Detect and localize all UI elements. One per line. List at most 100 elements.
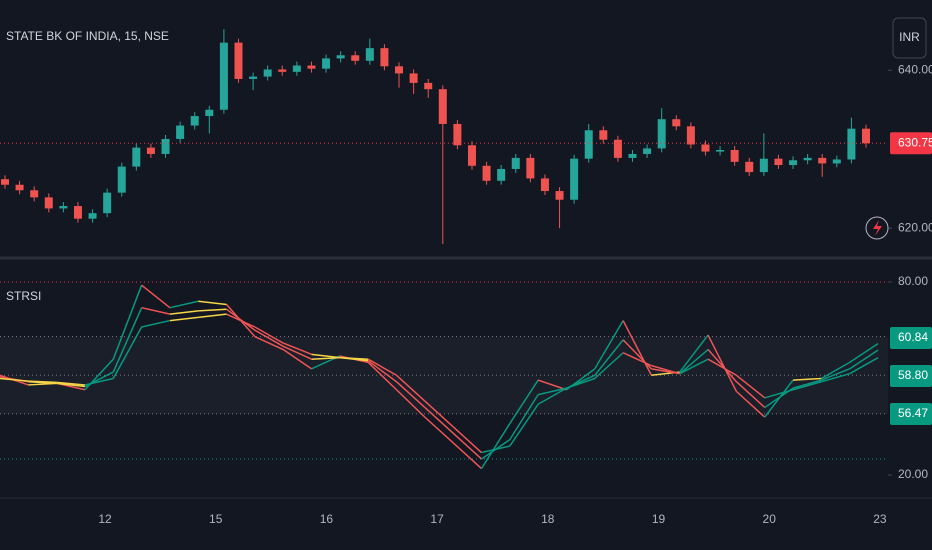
candle-body (146, 147, 155, 154)
rsi-segment (480, 423, 511, 470)
rsi-segment (282, 342, 312, 356)
candle-body (686, 126, 695, 145)
candle-body (832, 159, 841, 164)
currency-label[interactable]: INR (899, 30, 920, 44)
candle-body (132, 147, 141, 167)
value-box (890, 365, 932, 387)
rsi-segment (141, 284, 171, 309)
rsi-segment (395, 389, 426, 418)
candle-body (103, 192, 112, 214)
rsi-segment (424, 416, 454, 444)
rsi-segment (622, 320, 653, 376)
rsi-segment (254, 326, 284, 344)
y-tick-label: 640.00 (898, 62, 932, 76)
candle-body (467, 145, 476, 166)
value-label: 56.47 (898, 406, 928, 420)
rsi-segment (339, 356, 369, 360)
rsi-segment (651, 364, 680, 375)
rsi-segment (537, 387, 567, 405)
candle-body (511, 157, 520, 169)
rsi-segment (821, 368, 850, 381)
candle-body (117, 166, 126, 193)
candle-body (1, 179, 9, 185)
rsi-segment (112, 326, 143, 379)
value-label: 58.80 (898, 368, 928, 382)
rsi-segment (367, 358, 397, 376)
currency-button[interactable] (892, 17, 927, 59)
indicator-title: STRSI (6, 289, 41, 303)
rsi-segment (509, 403, 539, 447)
rsi-segment (396, 374, 426, 402)
candle-body (803, 157, 812, 161)
candle-body (234, 42, 243, 79)
rsi-segment (112, 284, 143, 360)
rsi-segment (707, 358, 737, 376)
rsi-segment (594, 352, 624, 380)
rsi-segment (282, 345, 312, 360)
x-tick-label: 17 (430, 512, 444, 526)
candle-body (365, 48, 374, 61)
rsi-segment (367, 361, 398, 391)
candle-body (15, 184, 24, 191)
rsi-segment (169, 300, 199, 309)
rsi-segment (707, 349, 737, 383)
y-tick-label: 20.00 (898, 467, 928, 481)
y-tick-label: 80.00 (898, 274, 928, 288)
rsi-segment (367, 360, 397, 383)
rsi-segment (452, 442, 482, 470)
rsi-segment (396, 381, 426, 409)
candle-body (88, 213, 97, 219)
last-price-box (890, 132, 932, 155)
plot-layer: 620.00 640.00 630.75 80.00 20.00 60.84 58.80 56… (0, 29, 932, 526)
rsi-segment (849, 349, 879, 370)
candle-body (584, 130, 593, 159)
rsi-segment (282, 348, 312, 370)
candle-body (263, 69, 272, 77)
rsi-segment (169, 316, 199, 322)
rsi-segment (792, 379, 822, 389)
rsi-segment (622, 352, 652, 367)
x-tick-label: 16 (320, 512, 334, 526)
rsi-segment (198, 308, 227, 312)
candle-body (657, 119, 666, 149)
rsi-segment (764, 389, 794, 399)
candle-body (716, 150, 725, 152)
rsi-segment (820, 361, 851, 380)
candle-body (526, 157, 535, 179)
rsi-segment (198, 300, 227, 306)
rsi-segment (594, 320, 624, 370)
candle-body (599, 130, 608, 140)
candle-body (730, 150, 739, 162)
candle-body (540, 178, 549, 192)
candle-body (351, 55, 360, 61)
rsi-segment (509, 379, 539, 424)
value-box (890, 327, 932, 349)
candle-body (774, 158, 783, 165)
value-label: 60.84 (898, 330, 928, 344)
candle-body (759, 158, 768, 173)
candle-body (44, 197, 53, 209)
candle-body (409, 73, 418, 83)
candle-body (847, 128, 856, 160)
candle-body (307, 65, 316, 69)
rsi-segment (424, 406, 454, 434)
rsi-segment (424, 400, 454, 428)
candle-body (438, 89, 447, 124)
rsi-segment (679, 334, 709, 373)
candle-body (380, 48, 389, 67)
x-tick-label: 19 (652, 512, 666, 526)
lightning-icon[interactable] (865, 216, 889, 240)
candle-body (613, 139, 622, 158)
rsi-segment (509, 394, 539, 441)
candle-body (424, 82, 433, 90)
rsi-segment (792, 380, 822, 391)
candle-body (672, 119, 681, 127)
rsi-segment (254, 335, 284, 351)
rsi-segment (56, 382, 86, 388)
candle-body (30, 190, 39, 198)
candle-body (395, 66, 404, 74)
rsi-segment (735, 390, 766, 418)
rsi-segment (481, 445, 510, 454)
candle-body (73, 206, 82, 219)
